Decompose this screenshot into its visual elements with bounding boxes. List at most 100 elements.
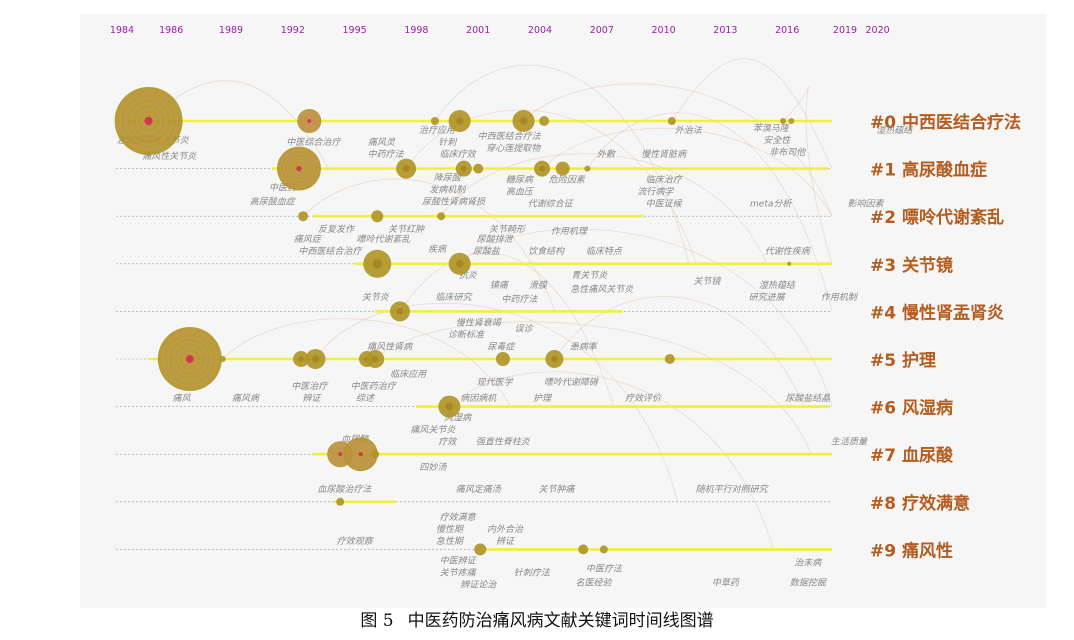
keyword-label: meta分析 (750, 199, 792, 210)
keyword-node (578, 544, 589, 555)
cluster-label: #4 慢性肾盂肾炎 (870, 302, 1004, 323)
keyword-label: 苯溴马隆 (753, 123, 790, 134)
keyword-node (599, 545, 608, 554)
keyword-label: 痛风灵 (368, 137, 396, 148)
keyword-label: 尿酸盐 (473, 246, 501, 257)
keyword-label: 痛风病 (232, 393, 261, 404)
keyword-label: 关节镜 (693, 276, 722, 287)
year-tick-label: 2001 (466, 25, 490, 36)
node-core (539, 165, 545, 172)
keyword-label: 关节炎 (362, 292, 390, 303)
keyword-label: 中医药 (269, 183, 298, 194)
keyword-label: 安全性 (763, 135, 791, 146)
keyword-label: 随机平行对照研究 (696, 484, 769, 495)
node-core (338, 452, 343, 457)
keyword-node (539, 116, 550, 126)
node-ring (119, 92, 178, 150)
node-ring (290, 160, 308, 177)
node-ring (294, 163, 304, 174)
keyword-label: 针刺疗法 (514, 567, 551, 578)
keyword-label: 外治法 (675, 125, 703, 136)
keyword-label: 危险因素 (549, 175, 586, 186)
link-curve (405, 109, 697, 264)
node-ring (130, 102, 167, 140)
keyword-label: 痛风症 (294, 234, 323, 245)
keyword-label: 临床特点 (586, 246, 623, 257)
keyword-label: 降尿酸 (434, 173, 462, 184)
keyword-node (298, 211, 309, 222)
keyword-label: 中医证候 (646, 199, 683, 210)
node-core (460, 165, 467, 172)
keyword-label: 穿心莲提取物 (486, 143, 542, 154)
node-ring (298, 110, 320, 132)
keyword-label: 作用机制 (821, 292, 859, 303)
caption-text: 中医药防治痛风病文献关键词时间线图谱 (407, 611, 714, 631)
keyword-label: 辨证 (496, 536, 516, 547)
node-ring (306, 118, 313, 124)
node-core (372, 258, 383, 269)
keyword-node (780, 118, 787, 124)
node-ring (302, 114, 316, 128)
year-tick-label: 1992 (281, 25, 305, 36)
keyword-label: 中药疗法 (501, 294, 538, 305)
year-tick-label: 2004 (528, 25, 552, 36)
keyword-label: 中医治疗 (291, 381, 329, 392)
node-ring (304, 116, 314, 126)
cluster-label: #2 嘌呤代谢紊乱 (870, 207, 1004, 228)
node-core (307, 119, 312, 123)
keyword-node (787, 261, 792, 266)
link-curve (222, 318, 512, 407)
keyword-label: 抗炎 (459, 270, 478, 281)
year-tick-label: 1986 (159, 25, 183, 36)
node-ring (300, 112, 318, 130)
node-core (396, 307, 404, 315)
keyword-label: 影响因素 (847, 199, 884, 210)
keyword-node (584, 165, 591, 172)
keyword-label: 诊断标准 (448, 329, 485, 340)
link-curve (523, 83, 833, 217)
keyword-label: 临床研究 (435, 292, 472, 303)
keyword-label: 强直性脊柱炎 (476, 437, 531, 448)
keyword-label: 治未病 (794, 557, 823, 568)
cluster-label: #1 高尿酸血症 (870, 160, 987, 181)
keyword-label: 痛风性肾病 (367, 341, 414, 352)
keyword-label: 痛风关节炎 (410, 425, 456, 436)
keyword-label: 饮食结构 (528, 246, 565, 257)
keyword-label: 尿酸排泄 (477, 234, 514, 245)
keyword-label: 疾病 (428, 244, 448, 255)
keyword-label: 滑膜 (529, 280, 549, 291)
link-curve (374, 321, 812, 455)
keyword-label: 中医药治疗 (351, 381, 398, 392)
keyword-label: 临床应用 (390, 369, 427, 380)
cluster-label: #0 中西医结合疗法 (870, 112, 1021, 133)
node-ring (136, 108, 162, 134)
keyword-label: 中医辨证 (440, 555, 478, 566)
keyword-node (336, 497, 345, 506)
keyword-label: 糖尿病 (506, 175, 535, 186)
keyword-label: 发病机制 (429, 185, 467, 196)
cluster-label: #9 痛风性 (870, 540, 953, 561)
keyword-label: 内外合治 (487, 524, 524, 535)
keyword-label: 急性期 (436, 536, 465, 547)
link-curve (302, 178, 556, 312)
node-core (455, 259, 464, 268)
node-ring (287, 156, 311, 181)
node-ring (167, 336, 212, 382)
cluster-label: #7 血尿酸 (870, 445, 954, 466)
node-core (455, 117, 464, 125)
link-curve (399, 252, 615, 407)
cluster-label: #8 疗效满意 (870, 493, 970, 514)
keyword-label: 针刺 (438, 137, 458, 148)
node-core (296, 165, 302, 172)
link-curve (449, 371, 774, 550)
keyword-label: 误诊 (515, 323, 535, 334)
keyword-label: 镇痛 (490, 280, 510, 291)
keyword-label: 作用机理 (551, 226, 589, 237)
year-tick-label: 2010 (652, 25, 676, 36)
node-ring (141, 113, 156, 129)
keyword-label: 名医经验 (576, 577, 613, 588)
keyword-label: 临床治疗 (646, 175, 684, 186)
keyword-label: 尿酸性肾病肾损 (422, 197, 486, 208)
node-ring (351, 445, 370, 464)
keyword-label: 关节畸形 (489, 224, 527, 235)
